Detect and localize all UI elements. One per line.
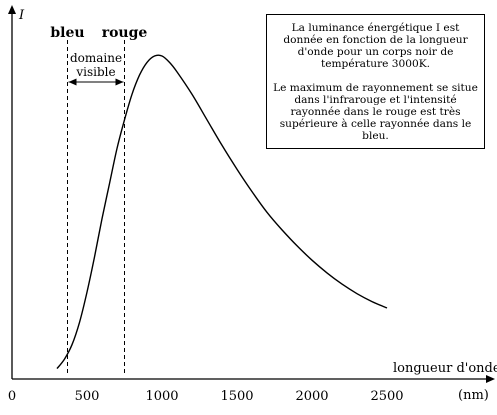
annotation-box: La luminance énergétique I est donnée en… bbox=[266, 14, 485, 149]
visible-domain-label-line1: domaine bbox=[70, 51, 122, 65]
x-tick-label-2000: 2000 bbox=[295, 389, 328, 404]
x-tick-labels: 0 500 1000 1500 2000 2500 bbox=[8, 389, 404, 404]
x-axis-unit: (nm) bbox=[458, 388, 489, 403]
x-tick-label-1000: 1000 bbox=[145, 389, 178, 404]
x-tick-label-1500: 1500 bbox=[220, 389, 253, 404]
y-axis-label: I bbox=[18, 8, 25, 23]
axes bbox=[8, 5, 495, 383]
wavelength-markers: bleu rouge bbox=[50, 25, 147, 375]
x-axis-label: longueur d'onde bbox=[393, 361, 497, 376]
y-axis-arrow bbox=[8, 5, 16, 14]
x-axis-arrow bbox=[486, 375, 495, 383]
x-tick-label-500: 500 bbox=[75, 389, 100, 404]
visible-domain-arrowhead-left bbox=[68, 78, 77, 86]
x-tick-label-2500: 2500 bbox=[370, 389, 403, 404]
visible-domain: domaine visible bbox=[68, 51, 124, 86]
visible-domain-label-line2: visible bbox=[75, 65, 115, 79]
annotation-paragraph-2: Le maximum de rayonnement se situe dans … bbox=[273, 82, 478, 142]
marker-label-bleu: bleu bbox=[50, 25, 84, 41]
x-tick-label-0: 0 bbox=[8, 389, 16, 404]
marker-label-rouge: rouge bbox=[102, 25, 148, 41]
radiance-curve bbox=[56, 54, 388, 370]
visible-domain-arrowhead-right bbox=[115, 78, 124, 86]
annotation-paragraph-1: La luminance énergétique I est donnée en… bbox=[283, 22, 468, 70]
